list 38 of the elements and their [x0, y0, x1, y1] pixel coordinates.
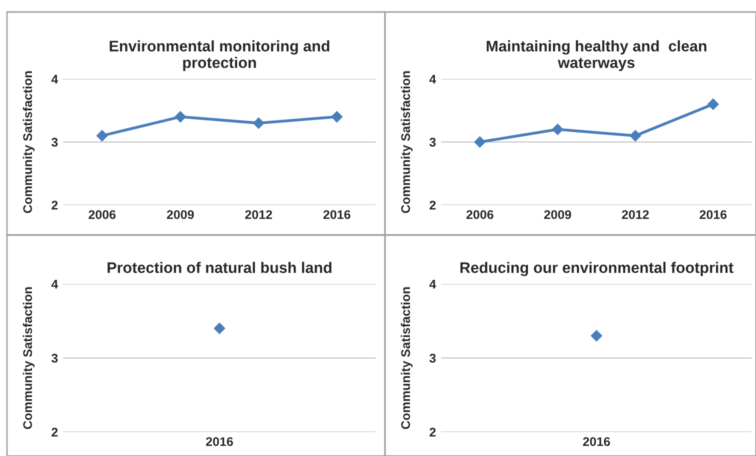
chart-title: Maintaining healthy and clean waterways — [486, 40, 706, 72]
y-tick-label: 2 — [52, 200, 58, 210]
x-tick-label: 2016 — [700, 210, 727, 220]
y-tick-label: 2 — [430, 200, 436, 210]
x-tick-label: 2006 — [466, 210, 494, 220]
y-tick-label: 4 — [51, 74, 58, 84]
y-tick-label: 3 — [429, 138, 436, 147]
y-tick-label: 4 — [429, 74, 436, 84]
point — [708, 98, 719, 110]
x-tick-label: 2009 — [544, 210, 572, 220]
y-tick-label: 4 — [51, 280, 58, 289]
x-tick-label: 2016 — [206, 437, 233, 446]
y-tick-label: 3 — [51, 354, 58, 363]
point — [552, 124, 564, 136]
point — [96, 130, 108, 142]
y-tick-label: 3 — [429, 354, 436, 363]
point — [630, 130, 641, 142]
point — [174, 111, 186, 122]
x-tick-label: 2012 — [245, 210, 272, 220]
point — [253, 117, 264, 129]
x-tick-label: 2012 — [622, 210, 649, 220]
y-tick-label: 2 — [430, 428, 436, 437]
y-axis-title: Community Satisfaction — [400, 287, 413, 430]
y-axis-title: Community Satisfaction — [400, 71, 413, 214]
x-tick-label: 2009 — [166, 210, 194, 220]
chart-title: Protection of natural bush land — [108, 262, 332, 274]
y-axis-title: Community Satisfaction — [22, 287, 35, 430]
x-tick-label: 2006 — [88, 210, 116, 220]
y-axis-title: Community Satisfaction — [22, 71, 35, 214]
y-tick-label: 2 — [52, 428, 58, 437]
y-tick-label: 4 — [429, 280, 436, 289]
x-tick-label: 2016 — [583, 437, 610, 446]
chart-title: Reducing our environmental footprint — [460, 262, 734, 276]
point — [474, 136, 486, 148]
y-tick-label: 3 — [51, 138, 58, 147]
point — [331, 111, 342, 122]
chart-title: Environmental monitoring and protection — [110, 40, 330, 72]
x-tick-label: 2016 — [323, 210, 350, 220]
